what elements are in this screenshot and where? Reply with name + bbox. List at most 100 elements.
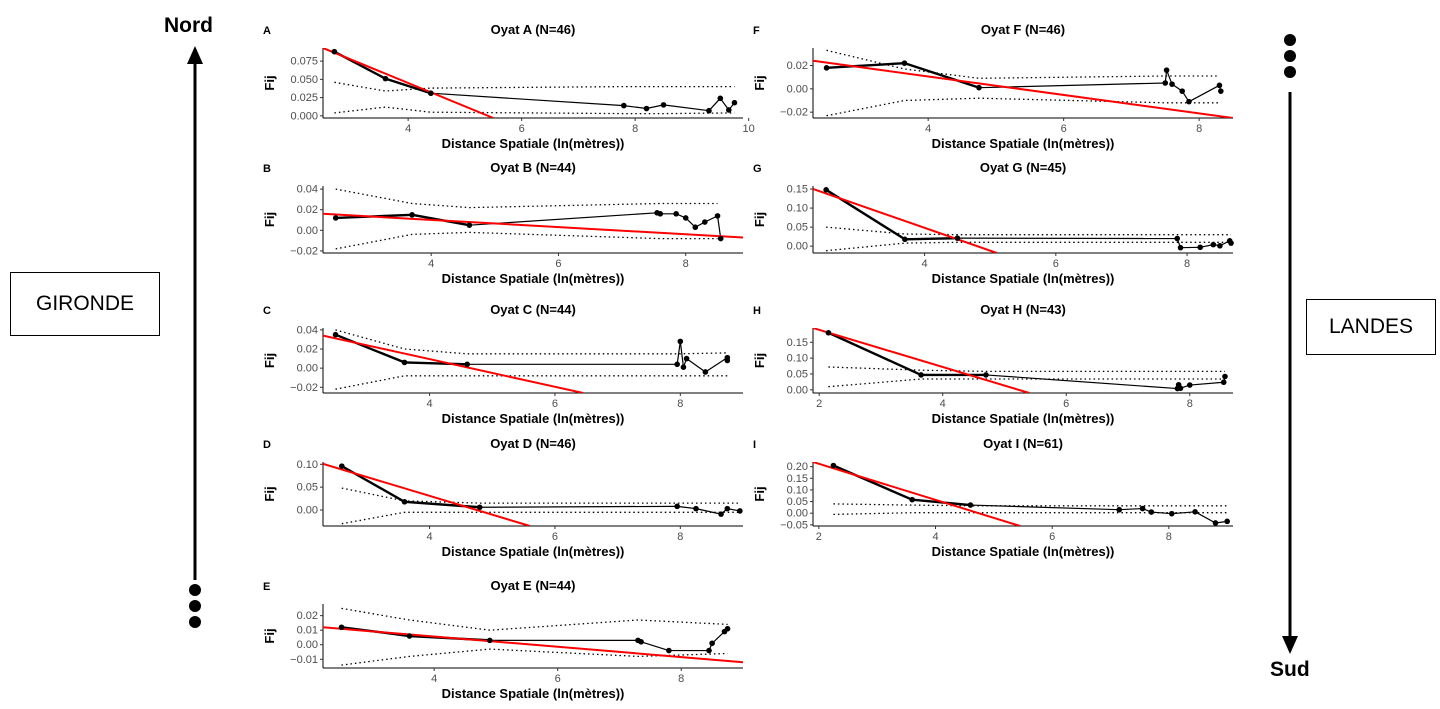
data-point [1222,373,1228,380]
data-point [1148,509,1155,515]
x-tick-label: 8 [683,258,689,270]
data-point [1218,88,1224,94]
data-point [674,361,680,368]
data-point [1168,510,1175,517]
data-point [976,84,982,91]
regression-line [813,188,998,253]
south-label: Sud [1270,658,1310,681]
y-tick-label: 0.00 [297,225,318,237]
data-point [1186,98,1192,105]
y-axis-title: Fij [752,75,767,90]
observed-segment [985,374,1178,390]
x-tick-label: 4 [940,398,946,410]
data-point [1169,81,1175,87]
observed-segment [640,641,670,652]
x-tick-label: 4 [428,258,434,270]
panel-c: C Oyat C (N=44) −0.02 0.00 0.02 0.04 4 6 8 Distan… [262,302,743,426]
lower-envelope-line [826,97,1220,117]
regression-line [813,59,1233,118]
data-point [1210,241,1217,248]
observed-segment [663,104,710,112]
data-point [692,224,699,231]
y-tick-label: 0.00 [787,508,808,520]
data-point [737,508,743,514]
north-label: Nord [164,14,213,37]
y-tick-label: 0.04 [297,184,318,196]
data-point [901,60,908,66]
lower-envelope-line [341,511,740,525]
data-point [825,329,832,336]
data-point [702,369,709,375]
data-point [718,511,724,517]
observed-segment [1189,381,1224,386]
x-axis-title: Distance Spatiale (ln(mètres)) [442,411,625,426]
y-tick-label: 0.05 [297,482,318,494]
regression-line [813,462,1021,526]
y-tick-label: 0.00 [297,363,318,375]
panel-d: D Oyat D (N=46) 0.00 0.05 0.10 4 6 8 Distance Sp… [262,436,743,559]
gironde-box: GIRONDE [10,272,160,336]
x-axis-title: Distance Spatiale (ln(mètres)) [932,271,1115,286]
y-tick-label: 0.10 [787,484,808,496]
data-layer [323,48,735,118]
observed-segment [677,505,697,510]
data-point [714,213,721,219]
y-tick-label: 0.10 [297,459,318,471]
data-point [382,75,389,82]
observed-segment [705,357,728,373]
data-point [724,357,731,364]
observed-segment [970,504,1120,511]
observed-segment [479,505,678,508]
x-tick-label: 2 [816,398,822,410]
x-axis-title: Distance Spatiale (ln(mètres)) [932,544,1115,559]
chart-title: Oyat H (N=43) [980,302,1066,317]
panel-e: E Oyat E (N=44) −0.01 0.00 0.01 0.02 4 6 8 Distan… [262,578,743,701]
observed-segment [646,104,664,110]
upper-envelope-line [335,329,728,355]
upper-envelope-line [828,366,1225,373]
x-tick-label: 4 [405,123,411,135]
data-point [731,99,738,106]
chart-title: Oyat B (N=44) [490,160,576,175]
y-tick-label: 0.02 [787,60,808,72]
data-point [709,640,715,647]
panel-letter: E [263,581,270,593]
observed-segment [679,341,685,368]
regression-line [323,212,743,239]
x-tick-label: 4 [932,531,938,543]
observed-segment [708,97,721,112]
data-point [409,212,415,218]
panel-letter: F [753,25,760,37]
observed-segment [716,215,722,239]
chart-title: Oyat F (N=46) [981,22,1065,37]
data-layer [323,462,740,526]
data-point [1224,518,1230,525]
y-axis-title: Fij [262,628,277,643]
x-tick-label: 6 [1061,123,1067,135]
observed-segment [832,464,913,501]
data-point [717,95,724,102]
data-point [677,338,684,345]
data-point [682,215,689,221]
data-point [683,355,690,362]
y-axis-title: Fij [262,353,277,368]
observed-segment [1151,511,1172,515]
y-tick-label: 0.15 [787,184,808,196]
x-tick-label: 6 [555,673,561,685]
data-point [830,462,837,469]
observed-segment [404,500,480,509]
y-tick-label: 0.05 [787,496,808,508]
x-tick-label: 8 [677,398,683,410]
data-point [657,211,664,217]
left-ellipsis-dot [189,616,201,628]
panel-letter: B [263,163,271,175]
observed-segment [676,341,681,365]
chart-title: Oyat I (N=61) [983,436,1063,451]
regression-line [323,462,531,526]
x-tick-label: 6 [552,531,558,543]
data-point [1163,67,1170,73]
panel-letter: D [263,439,271,451]
right-ellipsis-dot [1284,66,1296,78]
y-tick-label: 0.02 [297,610,318,622]
